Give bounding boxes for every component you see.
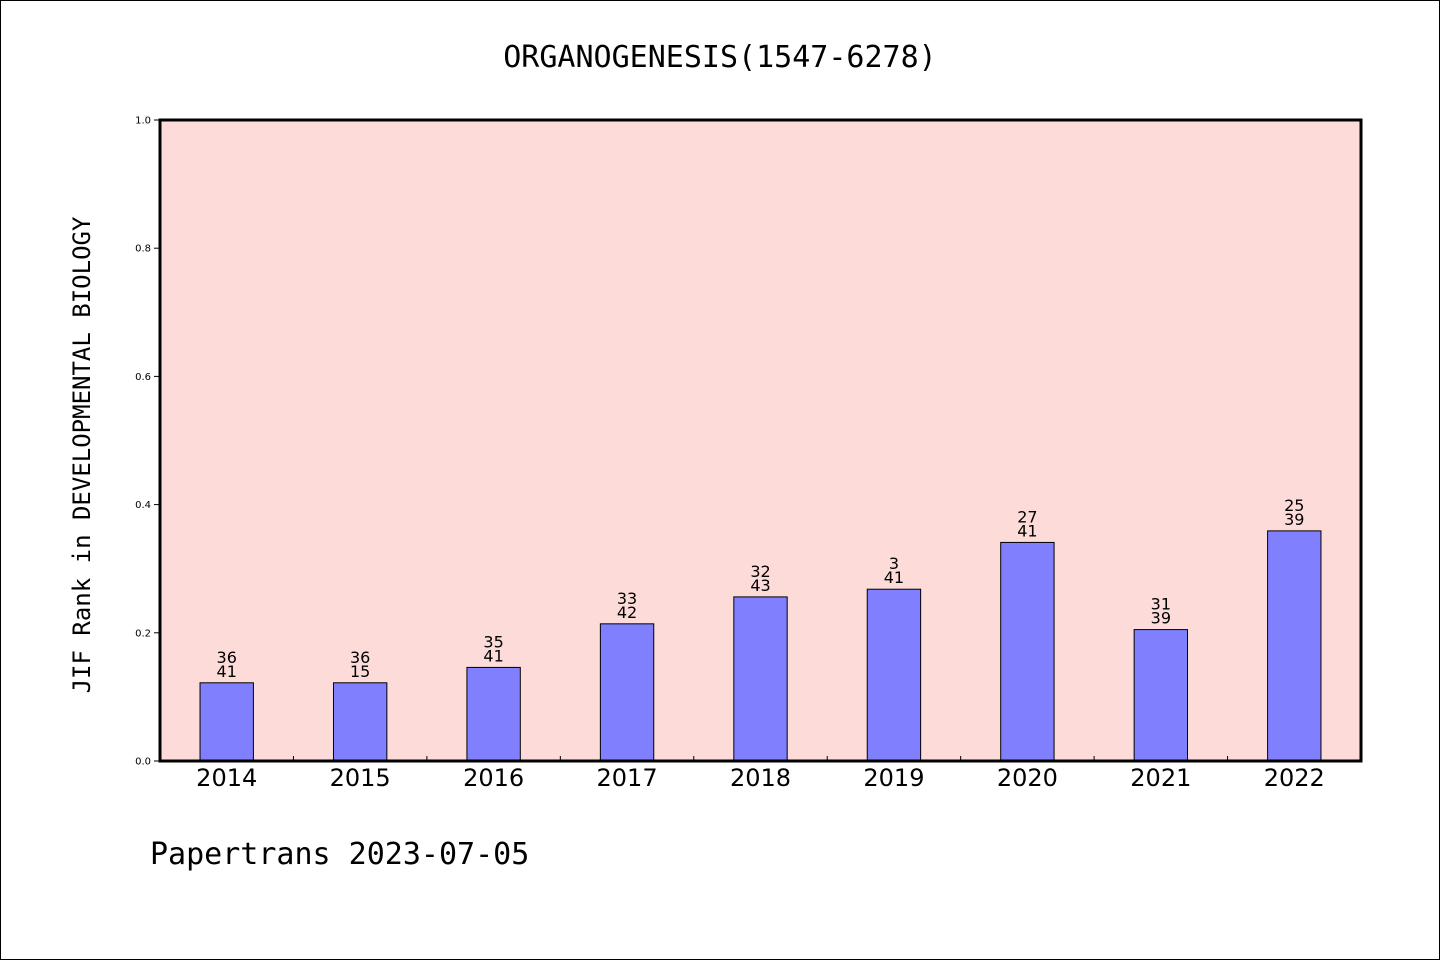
y-tick-label: 0.6 [135, 372, 151, 383]
bar-label-top-2022: 25 [1284, 496, 1304, 515]
x-tick-label-2018: 2018 [730, 764, 791, 792]
x-tick-label-2017: 2017 [597, 764, 658, 792]
x-tick-label-2022: 2022 [1264, 764, 1325, 792]
bar-label-top-2021: 31 [1151, 595, 1171, 614]
y-tick-label: 0.8 [135, 244, 151, 255]
bar-label-top-2016: 35 [483, 632, 503, 651]
x-axis-ticks: 2014 2015 2016 2017 2018 2019 2020 2021 2022 [196, 756, 1325, 792]
x-tick-label-2014: 2014 [196, 764, 257, 792]
plot-border [158, 118, 1363, 763]
bar-label-bottom-2019: 41 [884, 568, 904, 587]
bar-label-top-2017: 33 [617, 589, 637, 608]
y-tick-label: 0.4 [135, 500, 151, 511]
chart-title: ORGANOGENESIS(1547-6278) [503, 40, 936, 75]
bar-label-bottom-2021: 39 [1151, 609, 1171, 628]
bar-label-bottom-2022: 39 [1284, 510, 1304, 529]
y-tick-label: 1.0 [135, 116, 151, 127]
bar-2017 [599, 623, 655, 762]
bar-label-top-2015: 36 [350, 648, 370, 667]
x-tick-label-2015: 2015 [330, 764, 391, 792]
bar-label-bottom-2014: 41 [217, 662, 237, 681]
y-axis-ticks: 0.0 0.2 0.4 0.6 0.8 1.0 [135, 116, 160, 768]
bar-label-bottom-2016: 41 [483, 646, 503, 665]
x-tick-label-2019: 2019 [863, 764, 924, 792]
bar-2016 [466, 666, 521, 762]
bar-label-bottom-2015: 15 [350, 662, 370, 681]
bar-2018 [733, 596, 788, 762]
bar-2022 [1267, 530, 1322, 762]
bar-label-top-2019: 3 [889, 554, 899, 573]
bar-2020 [1000, 541, 1055, 762]
y-tick-label: 0.2 [135, 628, 151, 639]
bar-label-bottom-2017: 42 [617, 603, 637, 622]
x-tick-label-2016: 2016 [463, 764, 524, 792]
x-tick-label-2020: 2020 [997, 764, 1058, 792]
bar-label-bottom-2018: 43 [750, 576, 770, 595]
bar-label-top-2020: 27 [1017, 507, 1037, 526]
footer-text: Papertrans 2023-07-05 [150, 837, 529, 872]
bar-2021 [1133, 629, 1189, 762]
bar-label-top-2018: 32 [750, 562, 770, 581]
bars-group [199, 530, 1322, 762]
bar-label-top-2014: 36 [217, 648, 237, 667]
x-tick-label-2021: 2021 [1130, 764, 1191, 792]
bar-label-bottom-2020: 41 [1017, 521, 1037, 540]
bar-2015 [332, 682, 388, 762]
y-tick-label: 0.0 [135, 757, 151, 768]
bar-2019 [866, 588, 922, 762]
y-axis-label: JIF Rank in DEVELOPMENTAL BIOLOGY [68, 216, 96, 693]
bar-2014 [199, 682, 254, 762]
